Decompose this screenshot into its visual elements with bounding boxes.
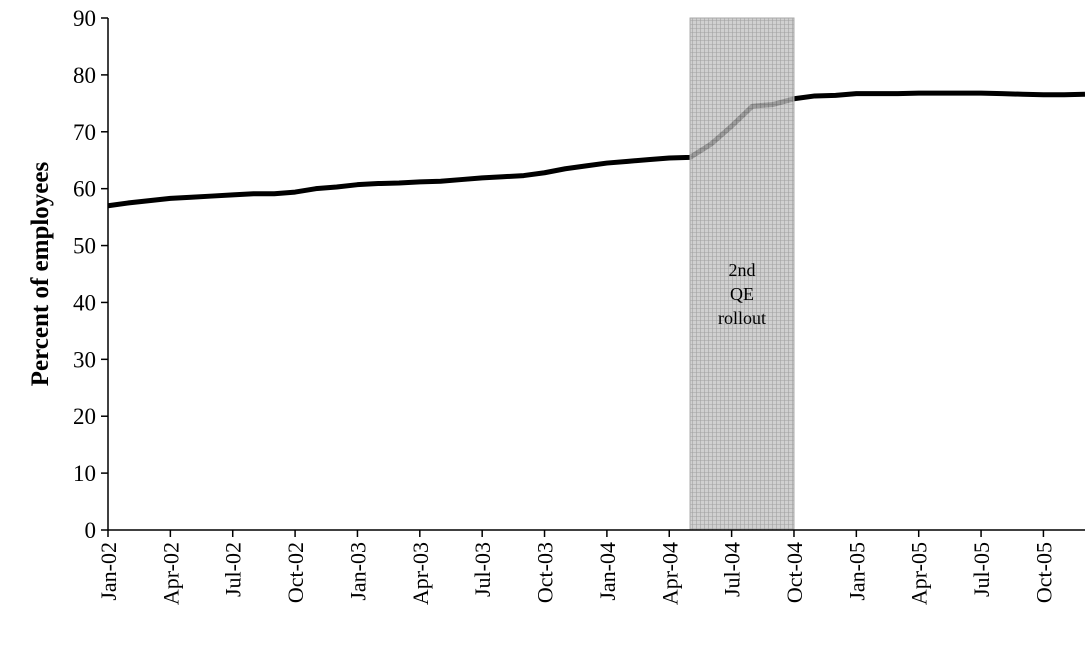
x-tick-label: Jan-04 xyxy=(595,542,620,601)
y-axis-label: Percent of employees xyxy=(27,162,54,387)
x-tick-label: Apr-05 xyxy=(907,542,932,605)
y-tick-label: 60 xyxy=(73,177,96,202)
x-tick-label: Oct-04 xyxy=(782,542,807,603)
x-tick-label: Oct-02 xyxy=(283,542,308,603)
shade-label: QE xyxy=(730,284,754,304)
shaded-region xyxy=(689,17,795,531)
x-tick-label: Jul-05 xyxy=(969,542,994,597)
data-line xyxy=(107,90,1085,209)
y-tick-label: 0 xyxy=(85,518,97,543)
x-tick-label: Jul-03 xyxy=(470,542,495,597)
x-tick-label: Jan-03 xyxy=(345,542,370,601)
y-tick-label: 70 xyxy=(73,120,96,145)
x-tick-label: Oct-05 xyxy=(1031,542,1056,603)
y-tick-label: 10 xyxy=(73,461,96,486)
shade-label: rollout xyxy=(718,308,766,328)
x-tick-label: Jul-04 xyxy=(720,542,745,597)
x-tick-label: Jul-02 xyxy=(221,542,246,597)
y-tick-label: 30 xyxy=(73,347,96,372)
y-tick-label: 90 xyxy=(73,6,96,31)
y-tick-label: 50 xyxy=(73,234,96,259)
x-tick-label: Apr-04 xyxy=(657,542,682,605)
x-tick-label: Jan-05 xyxy=(844,542,869,601)
shade-label: 2nd xyxy=(729,260,756,280)
x-tick-label: Apr-03 xyxy=(408,542,433,605)
x-tick-label: Jan-02 xyxy=(96,542,121,601)
x-tick-label: Apr-02 xyxy=(158,542,183,605)
y-tick-label: 40 xyxy=(73,290,96,315)
y-tick-label: 20 xyxy=(73,404,96,429)
x-tick-label: Oct-03 xyxy=(533,542,558,603)
y-tick-label: 80 xyxy=(73,63,96,88)
